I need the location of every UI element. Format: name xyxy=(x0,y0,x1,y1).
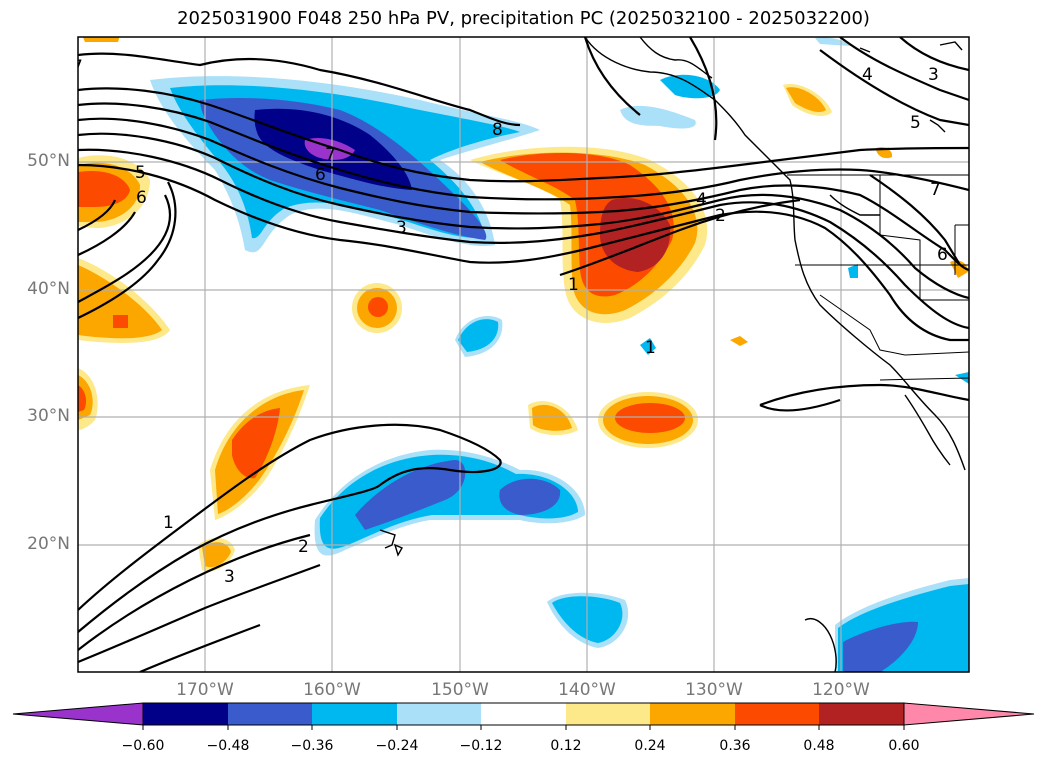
colorbar-tick-3: −0.36 xyxy=(290,738,334,754)
colorbar-tick-10: 0.60 xyxy=(888,738,920,754)
pv-contours xyxy=(78,37,969,672)
colorbar-extend-low xyxy=(12,702,144,726)
colorbar-bin-9 xyxy=(819,703,904,725)
colorbar-bin-5 xyxy=(481,703,566,725)
lon-label-140w: 140°W xyxy=(558,680,616,700)
contour-label-2-east: 2 xyxy=(715,206,726,226)
contour-label-5-ne: 5 xyxy=(910,113,921,133)
contour-label-4-ne: 4 xyxy=(862,65,873,85)
colorbar-bin-4 xyxy=(397,703,481,725)
contour-label-3-ne: 3 xyxy=(928,65,939,85)
colorbar xyxy=(12,702,1035,730)
lon-label-130w: 130°W xyxy=(685,680,743,700)
contour-label-6-west: 6 xyxy=(136,188,147,208)
lon-label-170w: 170°W xyxy=(176,680,234,700)
pv-contour-labels: 7 5 6 8 7 6 3 4 2 1 4 5 3 7 6 1 2 3 1 xyxy=(72,57,948,587)
borders xyxy=(787,174,969,381)
contour-label-7-west: 7 xyxy=(72,57,83,77)
contour-label-8: 8 xyxy=(492,120,503,140)
contour-label-2-south: 2 xyxy=(298,537,309,557)
colorbar-bin-2 xyxy=(228,703,312,725)
lat-label-20n: 20°N xyxy=(27,534,70,554)
map-title: 2025031900 F048 250 hPa PV, precipitatio… xyxy=(177,8,870,29)
lon-label-120w: 120°W xyxy=(812,680,870,700)
colorbar-tick-8: 0.36 xyxy=(719,738,751,754)
colorbar-tick-2: −0.48 xyxy=(206,738,250,754)
colorbar-tick-1: −0.60 xyxy=(121,738,165,754)
colorbar-bin-8 xyxy=(735,703,819,725)
contour-label-6-center: 6 xyxy=(315,165,326,185)
contour-label-7-center: 7 xyxy=(325,145,336,165)
map-frame xyxy=(77,36,970,673)
contour-label-3-center: 3 xyxy=(396,218,407,238)
contour-label-6-ne: 6 xyxy=(937,245,948,265)
colorbar-tick-7: 0.24 xyxy=(634,738,666,754)
colorbar-tick-9: 0.48 xyxy=(803,738,835,754)
colorbar-tick-4: −0.24 xyxy=(375,738,419,754)
coastlines xyxy=(379,37,966,672)
colorbar-extend-high xyxy=(903,702,1035,726)
contour-label-1-east: 1 xyxy=(568,275,579,295)
contour-label-7-ne: 7 xyxy=(930,180,941,200)
lon-label-150w: 150°W xyxy=(431,680,489,700)
colorbar-tick-6: 0.12 xyxy=(550,738,582,754)
contour-label-1-small: 1 xyxy=(645,338,656,358)
map-plot-area: 7 5 6 8 7 6 3 4 2 1 4 5 3 7 6 1 2 3 1 xyxy=(72,37,969,672)
colorbar-bin-6 xyxy=(566,703,650,725)
colorbar-bin-1 xyxy=(143,703,228,725)
contour-label-5-west: 5 xyxy=(135,163,146,183)
lat-label-30n: 30°N xyxy=(27,406,70,426)
lat-label-40n: 40°N xyxy=(27,279,70,299)
colorbar-tick-5: −0.12 xyxy=(459,738,503,754)
lon-label-160w: 160°W xyxy=(303,680,361,700)
contour-label-4-east: 4 xyxy=(696,190,707,210)
contour-label-3-south: 3 xyxy=(224,567,235,587)
colorbar-bin-7 xyxy=(650,703,735,725)
map-gridlines xyxy=(78,37,969,672)
contour-label-1-south: 1 xyxy=(163,513,174,533)
colorbar-bin-3 xyxy=(312,703,397,725)
lat-label-50n: 50°N xyxy=(27,151,70,171)
